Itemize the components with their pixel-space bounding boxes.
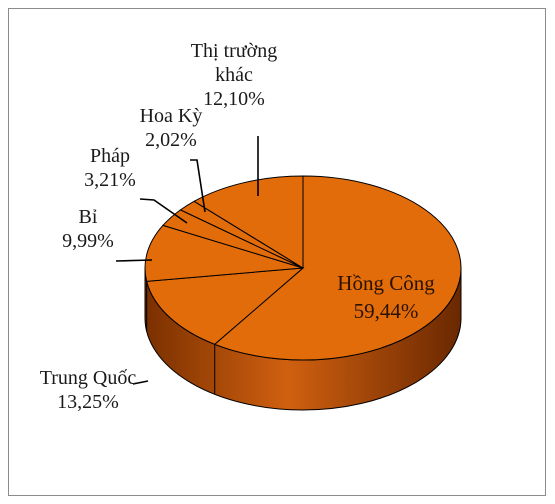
leader-hoa-ky (190, 159, 206, 213)
label-bi: Bỉ 9,99% (62, 206, 114, 252)
slice-bi (144, 224, 304, 282)
label-phap: Pháp 3,21% (84, 145, 136, 191)
leader-trung-quoc (132, 380, 149, 385)
label-thi-truong-khac: Thị trường khác 12,10% (191, 40, 277, 110)
slice-thi-truong-khac (193, 175, 304, 269)
leader-phap (139, 198, 188, 224)
label-trung-quoc: Trung Quốc 13,25% (40, 367, 137, 413)
label-hong-cong: Hồng Công 59,44% (337, 271, 435, 323)
label-hoa-ky: Hoa Kỳ 2,02% (140, 105, 203, 151)
slice-trung-quoc (146, 267, 305, 345)
leader-lines (115, 136, 259, 385)
leader-bi (115, 259, 153, 262)
slice-hong-cong (213, 175, 462, 361)
slice-labels: Hồng Công 59,44% Trung Quốc 13,25% Bỉ 9,99% Ph… (40, 40, 435, 413)
pie-slices (144, 175, 462, 361)
